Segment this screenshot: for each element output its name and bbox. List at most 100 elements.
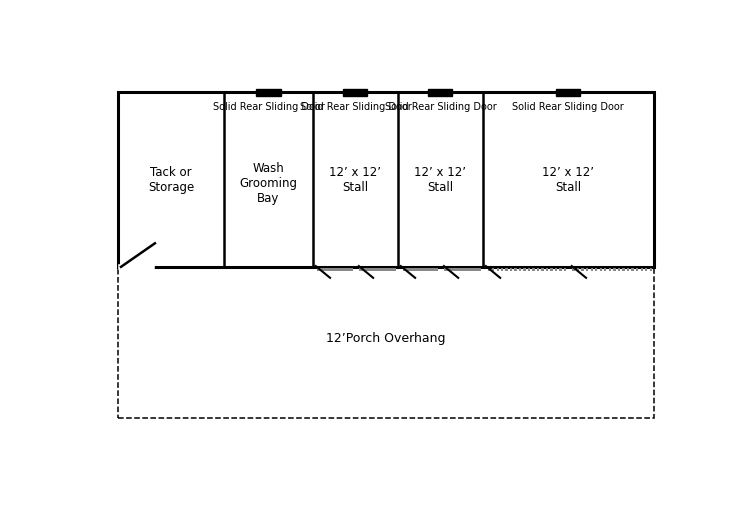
Bar xyxy=(345,268,347,271)
Bar xyxy=(351,268,353,271)
Bar xyxy=(555,268,557,271)
Bar xyxy=(325,268,327,271)
Bar xyxy=(488,268,490,271)
Bar xyxy=(514,268,517,271)
Bar xyxy=(426,268,429,271)
Text: Solid Rear Sliding Door: Solid Rear Sliding Door xyxy=(512,102,624,112)
Bar xyxy=(374,268,376,271)
Bar xyxy=(473,268,475,271)
Bar xyxy=(477,268,479,271)
Text: 12’ x 12’
Stall: 12’ x 12’ Stall xyxy=(330,165,381,193)
Bar xyxy=(366,268,368,271)
Bar xyxy=(479,268,481,271)
Bar xyxy=(382,268,384,271)
Bar xyxy=(420,268,423,271)
Bar xyxy=(386,268,388,271)
Bar xyxy=(650,268,652,271)
Text: 12’Porch Overhang: 12’Porch Overhang xyxy=(326,332,446,345)
Bar xyxy=(370,268,372,271)
Bar xyxy=(460,268,463,271)
Bar xyxy=(406,268,409,271)
Bar xyxy=(330,268,332,271)
Bar xyxy=(572,268,575,271)
Bar xyxy=(415,268,417,271)
Bar xyxy=(613,268,616,271)
Bar xyxy=(519,268,521,271)
Bar xyxy=(364,268,366,271)
Bar xyxy=(449,268,451,271)
Bar xyxy=(390,268,392,271)
Bar xyxy=(388,268,390,271)
Bar xyxy=(375,268,378,271)
Bar xyxy=(424,268,426,271)
Bar xyxy=(412,268,415,271)
Bar xyxy=(586,268,588,271)
Bar xyxy=(347,268,350,271)
Bar xyxy=(378,268,380,271)
Bar xyxy=(418,268,420,271)
Bar xyxy=(335,268,338,271)
Bar xyxy=(641,268,643,271)
Bar xyxy=(321,268,324,271)
Bar xyxy=(428,268,430,271)
Bar xyxy=(256,89,281,96)
Bar xyxy=(409,268,411,271)
Bar xyxy=(394,268,396,271)
Bar xyxy=(528,268,530,271)
Bar xyxy=(446,268,449,271)
Bar xyxy=(318,268,320,271)
Text: Solid Rear Sliding Door: Solid Rear Sliding Door xyxy=(213,102,324,112)
Bar xyxy=(501,268,503,271)
Bar xyxy=(343,268,345,271)
Bar xyxy=(372,268,374,271)
Text: Solid Rear Sliding Door: Solid Rear Sliding Door xyxy=(384,102,497,112)
Bar xyxy=(471,268,473,271)
Bar xyxy=(537,268,539,271)
Bar xyxy=(636,268,638,271)
Bar xyxy=(465,268,467,271)
Text: 12’ x 12’
Stall: 12’ x 12’ Stall xyxy=(415,165,466,193)
Bar xyxy=(590,268,593,271)
Bar xyxy=(622,268,624,271)
Bar xyxy=(451,268,453,271)
Bar xyxy=(349,268,351,271)
Bar xyxy=(497,268,499,271)
Bar xyxy=(403,268,405,271)
Bar xyxy=(532,268,534,271)
Bar xyxy=(618,268,620,271)
Bar xyxy=(577,268,579,271)
Bar xyxy=(475,268,477,271)
Bar xyxy=(605,268,607,271)
Bar xyxy=(434,268,436,271)
Text: Tack or
Storage: Tack or Storage xyxy=(148,165,194,193)
Bar xyxy=(542,268,544,271)
Bar xyxy=(457,268,459,271)
Text: 12’ x 12’
Stall: 12’ x 12’ Stall xyxy=(542,165,594,193)
Bar xyxy=(556,89,580,96)
Bar xyxy=(359,268,361,271)
Bar xyxy=(118,93,654,267)
Bar xyxy=(645,268,647,271)
Bar xyxy=(422,268,424,271)
Bar xyxy=(367,268,370,271)
Bar xyxy=(459,268,461,271)
Text: Solid Rear Sliding Door: Solid Rear Sliding Door xyxy=(299,102,412,112)
Bar xyxy=(599,268,602,271)
Bar xyxy=(432,268,435,271)
Bar xyxy=(454,268,457,271)
Bar xyxy=(333,268,336,271)
Bar xyxy=(595,268,597,271)
Bar xyxy=(118,94,654,418)
Bar xyxy=(631,268,634,271)
Bar xyxy=(452,268,455,271)
Bar xyxy=(331,268,333,271)
Bar xyxy=(327,268,330,271)
Bar xyxy=(463,268,465,271)
Bar xyxy=(492,268,494,271)
Bar xyxy=(627,268,629,271)
Bar xyxy=(416,268,418,271)
Bar xyxy=(319,268,321,271)
Bar xyxy=(392,268,394,271)
Bar xyxy=(339,268,341,271)
Bar xyxy=(609,268,611,271)
